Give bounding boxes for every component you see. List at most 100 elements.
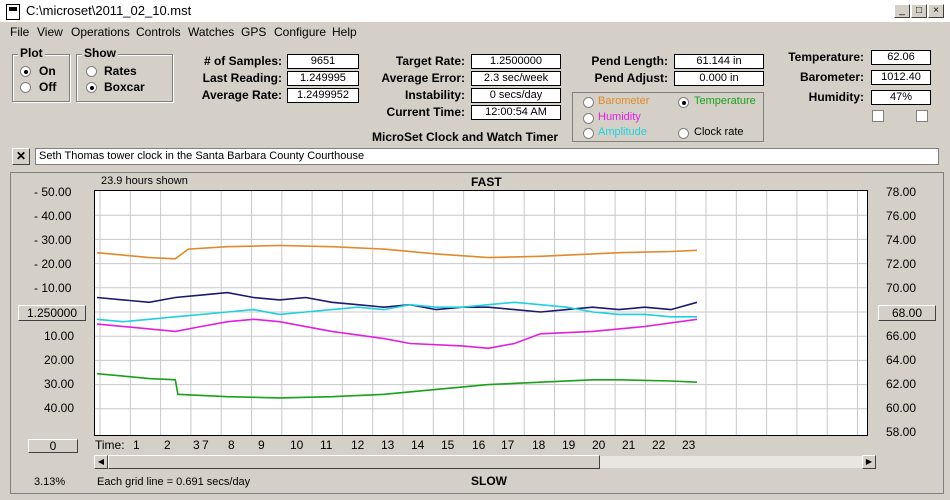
time-tick: 8 (228, 438, 235, 452)
app-icon[interactable] (6, 4, 20, 20)
left-axis-tick: - 10.00 (34, 281, 72, 295)
fast-label: FAST (471, 175, 502, 189)
show-rates-radio[interactable] (86, 66, 97, 77)
barometer-field-value: 1012.40 (871, 70, 931, 85)
time-tick: 18 (532, 438, 546, 452)
checkbox-2[interactable] (916, 110, 928, 122)
barometer-label: Barometer (598, 95, 650, 107)
menu-configure[interactable]: Configure (274, 25, 327, 39)
right-axis-tick: 58.00 (886, 425, 917, 439)
maximize-button[interactable]: □ (911, 4, 927, 18)
temp-reference-button[interactable]: 68.00 (878, 305, 936, 321)
average-error-value: 2.3 sec/week (471, 71, 561, 86)
chart-panel (10, 172, 944, 494)
temperature-radio[interactable] (678, 97, 689, 108)
time-tick: 16 (472, 438, 486, 452)
time-tick: 1 (133, 438, 140, 452)
time-tick: 10 (290, 438, 304, 452)
series-line-barometer (96, 244, 698, 260)
scroll-left-button[interactable]: ◀ (94, 455, 108, 469)
humidity-radio[interactable] (583, 113, 594, 124)
menu-help[interactable]: Help (332, 25, 357, 39)
clock-rate-radio[interactable] (678, 128, 689, 139)
time-tick: 20 (592, 438, 606, 452)
checkbox-1[interactable] (872, 110, 884, 122)
left-axis-tick: - 20.00 (34, 257, 72, 271)
average-rate-label: Average Rate: (201, 88, 282, 102)
pend-adjust-label: Pend Adjust: (594, 71, 668, 85)
left-axis-tick: - 40.00 (34, 209, 72, 223)
series-line-clock-rate (96, 291, 698, 313)
menu-gps[interactable]: GPS (241, 25, 267, 39)
time-tick: 15 (441, 438, 455, 452)
amplitude-radio[interactable] (583, 128, 594, 139)
show-boxcar-label: Boxcar (104, 80, 145, 94)
left-axis-tick: 40.00 (44, 401, 75, 415)
time-tick: 17 (501, 438, 515, 452)
plot-group (12, 54, 70, 102)
right-axis-tick: 60.00 (886, 401, 917, 415)
temperature-label: Temperature (694, 95, 756, 107)
menu-operations[interactable]: Operations (71, 25, 130, 39)
humidity-field-label: Humidity: (808, 90, 864, 104)
right-axis-tick: 66.00 (886, 329, 917, 343)
instability-value: 0 secs/day (471, 88, 561, 103)
menu-controls[interactable]: Controls (136, 25, 181, 39)
pend-length-value[interactable]: 61.144 in (674, 54, 764, 69)
time-tick: 3 (193, 438, 200, 452)
scroll-right-button[interactable]: ▶ (862, 455, 876, 469)
zero-button[interactable]: 0 (28, 439, 78, 453)
percent-label: 3.13% (34, 476, 66, 488)
grid-note: Each grid line = 0.691 secs/day (97, 476, 251, 488)
clock-rate-label: Clock rate (694, 126, 744, 138)
plot-on-radio[interactable] (20, 66, 31, 77)
hours-shown: 23.9 hours shown (101, 175, 188, 187)
time-tick: 21 (622, 438, 636, 452)
clear-description-button[interactable]: ✕ (12, 148, 30, 165)
chart-plot-area[interactable] (94, 190, 868, 436)
instability-label: Instability: (404, 88, 465, 102)
time-tick: 22 (652, 438, 666, 452)
barometer-field-label: Barometer: (799, 70, 864, 84)
plot-on-label: On (39, 64, 56, 78)
temperature-field-label: Temperature: (788, 50, 864, 64)
menu-bar: File View Operations Controls Watches GP… (0, 22, 950, 42)
right-axis-tick: 76.00 (886, 209, 917, 223)
show-boxcar-radio[interactable] (86, 82, 97, 93)
last-reading-label: Last Reading: (202, 71, 282, 85)
plot-off-label: Off (39, 80, 57, 94)
time-axis: 1 2 3 7 8 9 10 11 12 13 14 15 16 17 18 19 20 21 22 23 (0, 438, 950, 452)
amplitude-label: Amplitude (598, 126, 647, 138)
plot-off-radio[interactable] (20, 82, 31, 93)
right-axis-tick: 62.00 (886, 377, 917, 391)
plot-group-title: Plot (18, 46, 45, 60)
show-group-title: Show (82, 46, 118, 60)
target-rate-label: Target Rate: (395, 54, 465, 68)
left-axis-tick: - 30.00 (34, 233, 72, 247)
current-time-value: 12:00:54 AM (471, 105, 561, 120)
pend-adjust-value[interactable]: 0.000 in (674, 71, 764, 86)
left-axis-tick: 30.00 (44, 377, 75, 391)
humidity-label: Humidity (598, 111, 641, 123)
target-rate-value[interactable]: 1.2500000 (471, 54, 561, 69)
show-rates-label: Rates (104, 64, 137, 78)
left-axis-tick: 20.00 (44, 353, 75, 367)
time-tick: 23 (682, 438, 696, 452)
samples-value: 9651 (287, 54, 359, 69)
menu-view[interactable]: View (37, 25, 63, 39)
menu-file[interactable]: File (10, 25, 30, 39)
menu-watches[interactable]: Watches (188, 25, 235, 39)
scroll-thumb[interactable] (108, 455, 600, 469)
time-tick: 9 (258, 438, 265, 452)
humidity-field-value: 47% (871, 90, 931, 105)
minimize-button[interactable]: _ (894, 4, 910, 18)
barometer-radio[interactable] (583, 97, 594, 108)
rate-reference-button[interactable]: 1.250000 (18, 305, 86, 321)
average-error-label: Average Error: (381, 71, 465, 85)
description-field[interactable]: Seth Thomas tower clock in the Santa Bar… (35, 148, 939, 165)
chart-svg (95, 191, 867, 435)
close-button[interactable]: × (928, 4, 944, 18)
current-time-label: Current Time: (386, 105, 465, 119)
right-axis-tick: 72.00 (886, 257, 917, 271)
time-tick: 19 (562, 438, 576, 452)
